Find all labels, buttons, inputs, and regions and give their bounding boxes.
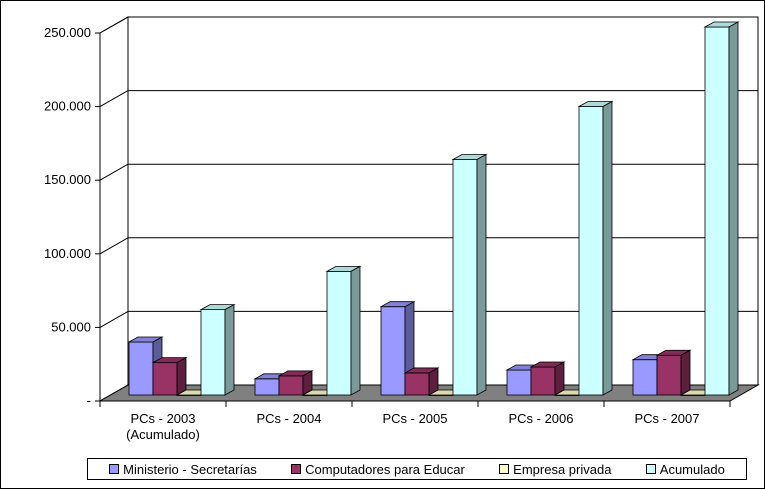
bar-side [350, 265, 361, 396]
gridline-side [99, 16, 129, 34]
gridline-side [99, 90, 129, 108]
legend-swatch [109, 464, 120, 474]
legend-item: Empresa privada [499, 462, 611, 477]
legend-label: Ministerio - Secretarías [123, 461, 257, 477]
bar-3-0 [199, 303, 236, 396]
category-label: PCs - 2007 [634, 411, 699, 426]
category-label: (Acumulado) [126, 427, 200, 442]
bar-front [326, 270, 352, 396]
bar-side [224, 303, 235, 396]
bar-3-2 [451, 153, 488, 396]
bar-front [530, 366, 556, 396]
bar-front [506, 369, 532, 396]
bar-side [728, 21, 739, 396]
axes [95, 32, 731, 407]
bar-side [602, 100, 613, 396]
bar-front [152, 362, 178, 396]
category-label: PCs - 2004 [256, 411, 321, 426]
bar-front [704, 26, 730, 396]
category-label: PCs - 2003 [130, 411, 195, 426]
legend-label: Empresa privada [513, 461, 612, 477]
legend-swatch [499, 464, 510, 474]
bar-front [128, 341, 154, 396]
y-tick-label: 200.000 [44, 99, 91, 114]
bar-3-3 [577, 100, 614, 396]
bar-front [578, 106, 604, 396]
y-tick-label: 100.000 [44, 246, 91, 261]
bar-1-4 [655, 349, 692, 396]
bar-front [656, 354, 682, 396]
gridline-side [99, 237, 129, 255]
legend-item: Computadores para Educar [291, 462, 465, 477]
category-labels: PCs - 2003(Acumulado) PCs - 2004 PCs - 200… [126, 411, 699, 442]
bar-side [554, 361, 565, 396]
bar-side [476, 153, 487, 396]
y-tick-label: 150.000 [44, 172, 91, 187]
y-tick-label: 50.000 [51, 319, 91, 334]
bar-front [380, 306, 406, 396]
legend-label: Acumulado [659, 461, 725, 477]
bar-front [200, 309, 226, 396]
side-wall [99, 16, 129, 402]
legend-label: Computadores para Educar [305, 461, 465, 477]
bar-side [176, 356, 187, 396]
y-tick-labels: - 50.000 100.000 150.000 200.000 250.000 [44, 25, 91, 408]
y-tick-label: - [87, 393, 91, 408]
legend-item: Acumulado [645, 461, 725, 477]
bars [127, 21, 740, 396]
legend-swatch [645, 464, 656, 474]
legend-swatch [291, 464, 302, 474]
bar-3-4 [703, 21, 740, 396]
gridlines [99, 16, 758, 328]
bar-1-0 [151, 356, 188, 396]
bar-front [254, 378, 280, 396]
category-label: PCs - 2005 [382, 411, 447, 426]
bar-3-1 [325, 265, 362, 396]
bar-front [404, 372, 430, 396]
bar-1-2 [403, 367, 440, 396]
y-tick-label: 250.000 [44, 25, 91, 40]
legend: Ministerio - Secretarías Computadores par… [87, 458, 747, 480]
bar-1-3 [529, 361, 566, 396]
category-label: PCs - 2006 [508, 411, 573, 426]
bar-1-1 [277, 370, 314, 396]
legend-item: Ministerio - Secretarías [109, 462, 257, 477]
gridline-side [99, 163, 129, 181]
gridline-side [99, 310, 129, 328]
bar-side [680, 349, 691, 396]
bar-front [278, 375, 304, 396]
bar-front [632, 359, 658, 396]
bar-front [452, 159, 478, 396]
chart-walls [99, 16, 759, 402]
